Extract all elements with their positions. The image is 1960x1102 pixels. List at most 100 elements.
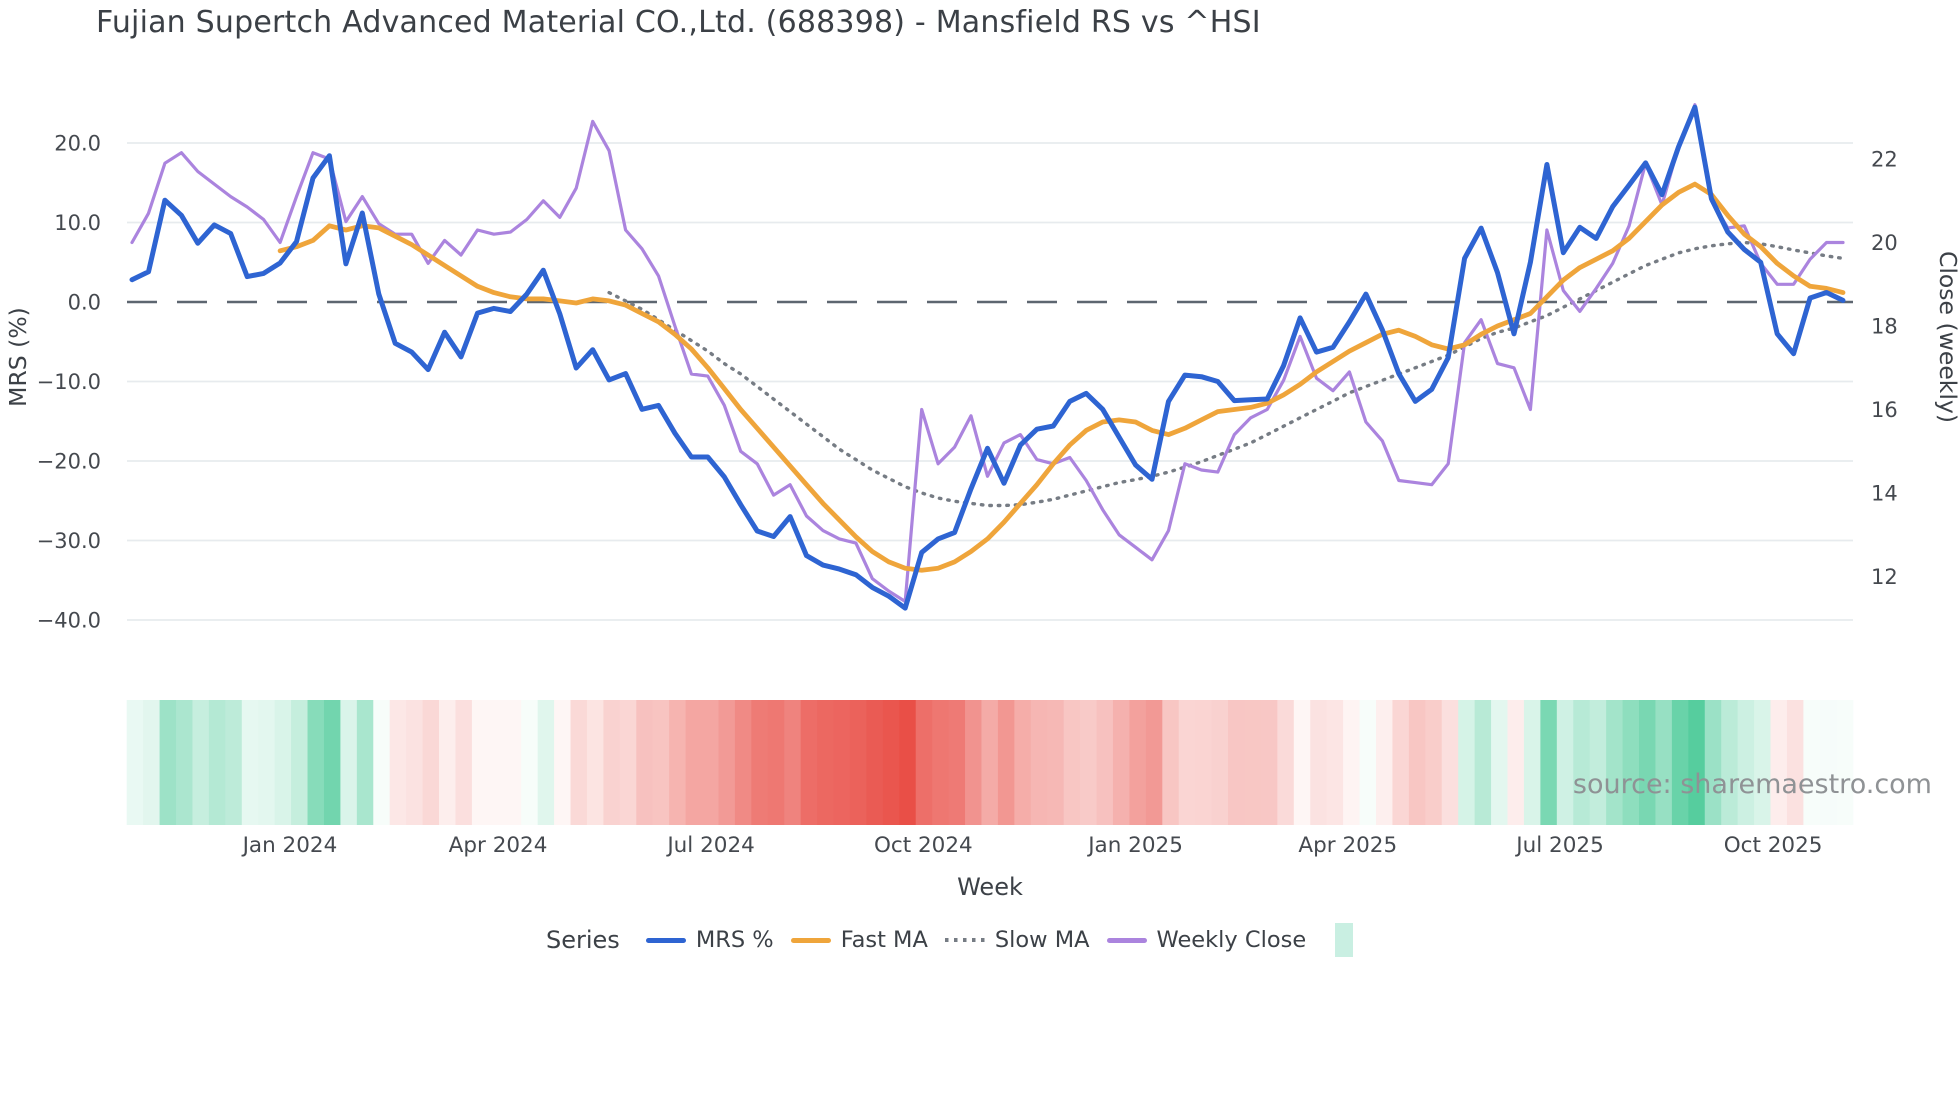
heatmap-cell xyxy=(143,700,161,825)
heatmap-cell xyxy=(1639,700,1657,825)
heatmap-cell xyxy=(997,700,1015,825)
heatmap-cell xyxy=(1622,700,1640,825)
legend-series-label: Series xyxy=(546,926,620,954)
heatmap-cell xyxy=(1573,700,1591,825)
x-axis-tick: Jul 2025 xyxy=(1514,833,1604,858)
heatmap-cell xyxy=(1293,700,1311,825)
heatmap-cell xyxy=(849,700,868,825)
heatmap-cell xyxy=(1819,700,1837,825)
heatmap-cell xyxy=(833,700,851,825)
heatmap-cell xyxy=(817,700,835,825)
heatmap-cell xyxy=(192,700,210,825)
x-axis-tick: Jan 2025 xyxy=(1086,833,1183,858)
legend-item-mrs-: MRS % xyxy=(645,927,774,953)
heatmap-cell xyxy=(767,700,785,825)
heatmap-cell xyxy=(439,700,457,825)
x-axis-tick: Apr 2024 xyxy=(449,833,548,858)
legend-item-fast-ma: Fast MA xyxy=(790,927,928,953)
heatmap-cell xyxy=(159,700,177,825)
heatmap-cell xyxy=(291,700,309,825)
heatmap-cell xyxy=(274,700,292,825)
heatmap-cell xyxy=(340,700,358,825)
heatmap-cell xyxy=(1228,700,1246,825)
chart-title: Fujian Supertch Advanced Material CO.,Lt… xyxy=(96,5,1261,40)
heatmap-cell xyxy=(899,700,917,825)
y-axis-title-right: Close (weekly) xyxy=(1934,251,1960,423)
heatmap-cell xyxy=(619,700,637,825)
heatmap-cell xyxy=(603,700,621,825)
heatmap-cell xyxy=(1145,700,1163,825)
heatmap-cell xyxy=(981,700,999,825)
legend-item-slow-ma: Slow MA xyxy=(944,927,1090,953)
heatmap-cell xyxy=(323,700,341,825)
heatmap-cell xyxy=(406,700,424,825)
heatmap-cell xyxy=(1441,700,1459,825)
y-axis-tick-left: 20.0 xyxy=(54,132,101,156)
heatmap-cell xyxy=(258,700,276,825)
heatmap-cell xyxy=(1754,700,1772,825)
y-axis-tick-right: 18 xyxy=(1871,315,1898,339)
heatmap-cell xyxy=(488,700,506,825)
source-attribution: source: sharemaestro.com xyxy=(1572,769,1932,800)
heatmap-cell xyxy=(373,700,391,825)
y-axis-title-left: MRS (%) xyxy=(4,307,32,407)
y-axis-tick-right: 14 xyxy=(1871,482,1898,506)
heatmap-cell xyxy=(915,700,933,825)
heatmap-cell xyxy=(1326,700,1344,825)
heatmap-cell xyxy=(225,700,243,825)
heatmap-cell xyxy=(1178,700,1196,825)
series-line-fast-ma xyxy=(277,181,1846,573)
heatmap-cell xyxy=(521,700,539,825)
heatmap-cell xyxy=(208,700,226,825)
heatmap-cell xyxy=(1244,700,1262,825)
heatmap-cell xyxy=(734,700,752,825)
heatmap-cell xyxy=(1014,700,1032,825)
heatmap-cell xyxy=(1556,700,1574,825)
heatmap-cell xyxy=(307,700,325,825)
heatmap-cell xyxy=(1671,700,1689,825)
legend: Series MRS % Fast MA Slow MA Weekly Close xyxy=(546,920,1370,960)
heatmap-cell xyxy=(1129,700,1147,825)
legend-swatch-heatmap xyxy=(1335,923,1354,957)
series-line-weekly-close xyxy=(130,103,1845,604)
legend-label-mrs-: MRS % xyxy=(695,927,774,953)
legend-swatch-mrs- xyxy=(645,937,686,943)
y-axis-tick-right: 12 xyxy=(1871,565,1898,589)
x-axis-tick: Oct 2025 xyxy=(1724,833,1823,858)
heatmap-cell xyxy=(718,700,736,825)
heatmap-cell xyxy=(1589,700,1607,825)
heatmap-cell xyxy=(1606,700,1624,825)
heatmap-cell xyxy=(932,700,950,825)
heatmap-cell xyxy=(1392,700,1410,825)
heatmap-cell xyxy=(455,700,473,825)
x-axis-tick: Oct 2024 xyxy=(874,833,973,858)
heatmap-cell xyxy=(784,700,802,825)
heatmap-cell xyxy=(866,700,884,825)
heatmap-cell xyxy=(1310,700,1328,825)
heatmap-cell xyxy=(1112,700,1131,825)
heatmap-cell xyxy=(504,700,522,825)
heatmap-cell xyxy=(537,700,555,825)
heatmap-cell xyxy=(1523,700,1541,825)
heatmap-cell xyxy=(1195,700,1213,825)
legend-item-heatmap xyxy=(1323,923,1354,957)
heatmap-cell xyxy=(652,700,670,825)
y-axis-tick-right: 20 xyxy=(1871,231,1898,255)
heatmap-cell xyxy=(570,700,588,825)
heatmap-cell xyxy=(1474,700,1492,825)
y-axis-tick-right: 22 xyxy=(1871,148,1898,172)
y-axis-tick-left: −20.0 xyxy=(37,450,101,474)
heatmap-cell xyxy=(1359,700,1377,825)
heatmap-cell xyxy=(389,700,407,825)
heatmap-cell xyxy=(1803,700,1821,825)
heatmap-cell xyxy=(554,700,572,825)
heatmap-cell xyxy=(356,700,374,825)
heatmap-cell xyxy=(241,700,259,825)
legend-swatch-weekly-close xyxy=(1106,937,1147,943)
heatmap-cell xyxy=(751,700,769,825)
heatmap-cell xyxy=(1786,700,1804,825)
y-axis-tick-left: −30.0 xyxy=(37,529,101,553)
series-line-mrs-pct xyxy=(129,104,1846,611)
heatmap-cell xyxy=(1030,700,1048,825)
heatmap-cell xyxy=(1080,700,1098,825)
